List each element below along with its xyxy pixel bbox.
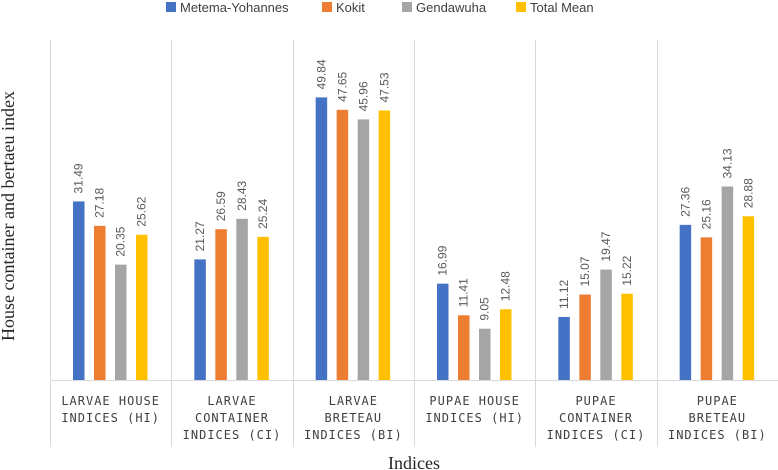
bar: [315, 97, 328, 381]
bar: [378, 110, 391, 381]
category-labels: LARVAE HOUSE INDICES (HI) LARVAE CONTAINER I…: [61, 394, 767, 442]
category-label: PUPAE BRETEAU INDICES (BI): [668, 394, 767, 442]
legend-swatch: [516, 2, 526, 12]
data-label: 25.16: [699, 199, 713, 229]
bars: [73, 97, 755, 381]
data-label: 28.88: [741, 178, 755, 208]
data-label: 19.47: [599, 231, 613, 261]
bar: [721, 186, 734, 380]
category-label: LARVAE CONTAINER INDICES (CI): [183, 394, 282, 442]
bar: [73, 201, 85, 380]
bar: [700, 237, 713, 380]
bar: [437, 283, 449, 380]
bar: [600, 269, 612, 380]
data-label: 27.18: [93, 188, 107, 218]
data-label: 26.59: [214, 191, 228, 221]
legend: Metema-Yohannes Kokit Gendawuha Total Mean: [166, 0, 594, 15]
bar: [500, 309, 512, 380]
category-label: LARVAE HOUSE INDICES (HI): [61, 394, 160, 425]
data-label: 11.41: [457, 278, 471, 307]
bar: [194, 259, 206, 380]
data-label: 49.84: [314, 59, 328, 89]
category-label: PUPAE HOUSE INDICES (HI): [425, 394, 524, 425]
bar: [357, 119, 370, 380]
bar: [479, 328, 491, 380]
legend-swatch: [402, 2, 412, 12]
data-label: 25.62: [135, 196, 149, 226]
bar: [94, 225, 106, 380]
category-label: PUPAE CONTAINER INDICES (CI): [547, 394, 646, 442]
legend-item: Metema-Yohannes: [166, 0, 289, 15]
data-label: 21.27: [193, 221, 207, 251]
bar: [558, 316, 570, 380]
data-label: 16.99: [436, 245, 450, 275]
legend-swatch: [322, 2, 332, 12]
data-label: 12.48: [499, 271, 513, 301]
data-label: 34.13: [720, 148, 734, 178]
legend-item: Total Mean: [516, 0, 594, 15]
legend-item: Kokit: [322, 0, 365, 15]
data-label: 27.36: [678, 187, 692, 217]
data-label: 45.96: [356, 81, 370, 111]
y-axis-title: House container and bertaeu index: [0, 91, 18, 341]
bar: [579, 294, 591, 380]
bar: [136, 234, 148, 380]
data-label: 47.53: [377, 72, 391, 102]
bar: [679, 224, 692, 380]
legend-swatch: [166, 2, 176, 12]
bar: [742, 216, 755, 380]
legend-label: Total Mean: [530, 0, 594, 15]
data-label: 15.07: [578, 256, 592, 286]
bar: [458, 315, 470, 380]
x-axis-title: Indices: [388, 453, 440, 470]
bar: [236, 218, 248, 380]
data-label: 28.43: [235, 180, 249, 210]
legend-label: Metema-Yohannes: [180, 0, 289, 15]
bar: [257, 236, 269, 380]
legend-item: Gendawuha: [402, 0, 487, 15]
bar: [336, 109, 349, 381]
data-label: 9.05: [478, 297, 492, 321]
data-label: 20.35: [114, 226, 128, 256]
category-label: LARVAE BRETEAU INDICES (BI): [304, 394, 403, 442]
bar: [215, 229, 227, 380]
data-label: 31.49: [72, 163, 86, 193]
data-label: 25.24: [256, 199, 270, 229]
data-label: 15.22: [620, 255, 634, 285]
bar: [621, 293, 633, 380]
data-label: 47.65: [335, 71, 349, 101]
legend-label: Kokit: [336, 0, 365, 15]
bar: [115, 264, 127, 380]
category-separators: [50, 40, 658, 447]
data-label: 11.12: [557, 279, 571, 308]
value-labels: 31.49 21.27 49.84 16.99 11.12 27.36 27.18 26.59…: [72, 59, 756, 321]
legend-label: Gendawuha: [416, 0, 487, 15]
